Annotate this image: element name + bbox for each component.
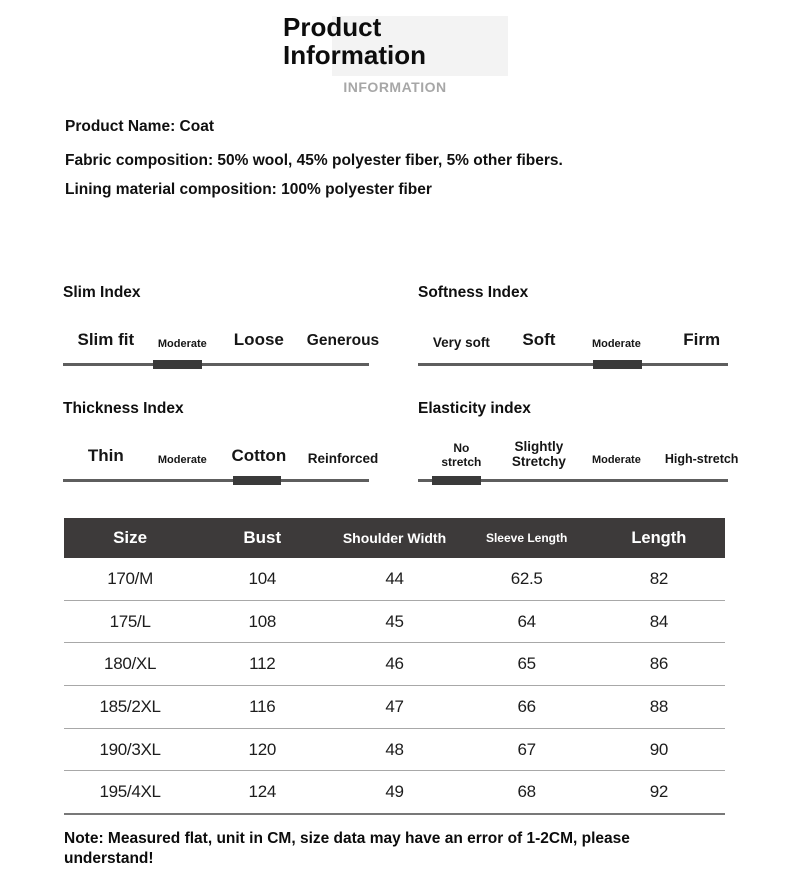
option-label: High-stretch: [664, 452, 739, 466]
option-label-selected: Moderate: [157, 338, 207, 350]
size-table-body: 170/M 104 44 62.5 82 175/L 108 45 64 84 180/XL 112 4…: [64, 558, 725, 816]
track-line: [418, 479, 728, 482]
table-cell: 90: [649, 739, 669, 759]
table-cell: 92: [649, 782, 669, 802]
slim-index-options: Slim fit Moderate Loose Generous: [63, 312, 379, 352]
index-track: [418, 360, 728, 369]
option-label-selected: No stretch: [441, 441, 482, 470]
track-line: [63, 479, 369, 482]
index-track: [418, 476, 728, 485]
option-label: Slightly Stretchy: [511, 438, 566, 470]
option-label: Slim fit: [77, 330, 135, 349]
table-cell: 49: [385, 782, 404, 802]
fabric-composition-line: Fabric composition: 50% wool, 45% polyes…: [65, 152, 563, 169]
selected-indicator: [593, 360, 643, 369]
column-header: Shoulder Width: [342, 530, 447, 546]
slim-index-title: Slim Index: [63, 284, 141, 301]
index-track: [63, 360, 369, 369]
table-cell: 170/M: [107, 568, 153, 588]
page-subtitle: INFORMATION: [343, 78, 447, 95]
thickness-index-section: Thickness Index Thin Moderate Cotton Rei…: [63, 400, 378, 485]
slim-index-section: Slim Index Slim fit Moderate Loose Gener…: [63, 284, 379, 369]
selected-indicator: [431, 476, 481, 485]
table-cell: 112: [249, 654, 276, 674]
table-cell: 62.5: [510, 568, 543, 588]
table-cell: 48: [385, 739, 404, 759]
measurement-note: Note: Measured flat, unit in CM, size da…: [64, 830, 630, 868]
size-table-header-row: Size Bust Shoulder Width Sleeve Length Lengt…: [64, 518, 725, 558]
option-label: Thin: [87, 446, 124, 465]
lining-composition-line: Lining material composition: 100% polyes…: [65, 181, 432, 198]
table-cell: 84: [649, 611, 669, 631]
size-table: Size Bust Shoulder Width Sleeve Length Lengt…: [64, 518, 725, 816]
table-cell: 64: [517, 611, 537, 631]
table-cell: 86: [649, 654, 669, 674]
table-cell: 47: [385, 696, 404, 716]
option-label: Reinforced: [307, 451, 379, 466]
table-cell: 68: [517, 782, 537, 802]
thickness-index-options: Thin Moderate Cotton Reinforced: [63, 428, 378, 468]
thickness-index-title: Thickness Index: [63, 400, 184, 417]
option-label: Generous: [306, 332, 380, 349]
table-cell: 190/3XL: [99, 739, 161, 759]
table-cell: 46: [385, 654, 404, 674]
softness-index-title: Softness Index: [418, 284, 529, 301]
option-label: Moderate: [157, 454, 207, 466]
table-cell: 108: [248, 611, 277, 631]
table-row: 180/XL 112 46 65 86: [64, 643, 725, 687]
table-cell: 116: [249, 696, 276, 716]
selected-indicator: [153, 360, 202, 369]
table-cell: 67: [517, 739, 537, 759]
index-track: [63, 476, 369, 485]
table-cell: 120: [248, 739, 277, 759]
table-cell: 175/L: [109, 611, 151, 631]
table-row: 175/L 108 45 64 84: [64, 601, 725, 644]
title-highlight-box: [332, 16, 508, 76]
softness-index-options: Very soft Soft Moderate Firm: [418, 312, 728, 352]
table-cell: 185/2XL: [99, 696, 161, 716]
elasticity-index-options: No stretch Slightly Stretchy Moderate Hi…: [418, 428, 738, 470]
table-row: 195/4XL 124 49 68 92: [64, 771, 725, 816]
column-header: Size: [113, 528, 148, 547]
elasticity-index-title: Elasticity index: [418, 400, 531, 417]
option-label-selected: Cotton: [231, 446, 287, 465]
column-header: Bust: [243, 528, 282, 547]
option-label: Loose: [233, 330, 284, 349]
option-label: Very soft: [432, 335, 490, 350]
option-label-selected: Moderate: [591, 338, 641, 350]
table-cell: 45: [385, 611, 404, 631]
track-line: [418, 363, 728, 366]
page-title: Product Information: [283, 12, 426, 70]
table-cell: 44: [385, 568, 404, 588]
track-line: [63, 363, 369, 366]
table-cell: 124: [248, 782, 277, 802]
option-label: Firm: [683, 330, 721, 349]
option-label: Soft: [522, 330, 556, 349]
table-cell: 66: [517, 696, 537, 716]
table-cell: 65: [517, 654, 537, 674]
table-cell: 88: [649, 696, 669, 716]
elasticity-index-section: Elasticity index No stretch Slightly Str…: [418, 400, 738, 485]
table-cell: 180/XL: [104, 654, 157, 674]
table-cell: 104: [248, 568, 277, 588]
option-label: Moderate: [591, 454, 641, 466]
table-row: 190/3XL 120 48 67 90: [64, 729, 725, 772]
title-block: Product Information INFORMATION: [283, 12, 508, 95]
table-row: 185/2XL 116 47 66 88: [64, 686, 725, 729]
column-header: Length: [631, 528, 687, 547]
table-cell: 195/4XL: [99, 782, 161, 802]
softness-index-section: Softness Index Very soft Soft Moderate F…: [418, 284, 728, 369]
product-name-line: Product Name: Coat: [65, 118, 214, 135]
table-row: 170/M 104 44 62.5 82: [64, 558, 725, 601]
table-cell: 82: [649, 568, 669, 588]
selected-indicator: [233, 476, 282, 485]
column-header: Sleeve Length: [485, 531, 568, 545]
